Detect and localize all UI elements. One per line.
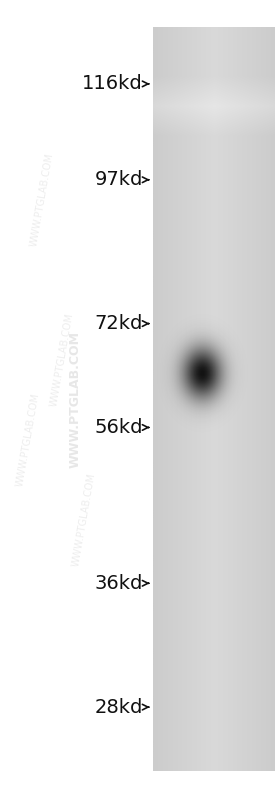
Text: 97kd: 97kd: [94, 170, 143, 189]
Text: WWW.PTGLAB.COM: WWW.PTGLAB.COM: [29, 152, 55, 248]
Text: WWW.PTGLAB.COM: WWW.PTGLAB.COM: [48, 312, 75, 407]
Text: 28kd: 28kd: [94, 698, 143, 717]
Text: WWW.PTGLAB.COM: WWW.PTGLAB.COM: [15, 392, 41, 487]
Text: WWW.PTGLAB.COM: WWW.PTGLAB.COM: [71, 471, 97, 567]
Bar: [153, 66, 274, 89]
Bar: [153, 28, 274, 771]
Text: 72kd: 72kd: [94, 314, 143, 333]
Text: 116kd: 116kd: [82, 74, 143, 93]
Text: 36kd: 36kd: [94, 574, 143, 593]
Text: WWW.PTGLAB.COM: WWW.PTGLAB.COM: [69, 331, 82, 468]
Text: 56kd: 56kd: [94, 418, 143, 437]
